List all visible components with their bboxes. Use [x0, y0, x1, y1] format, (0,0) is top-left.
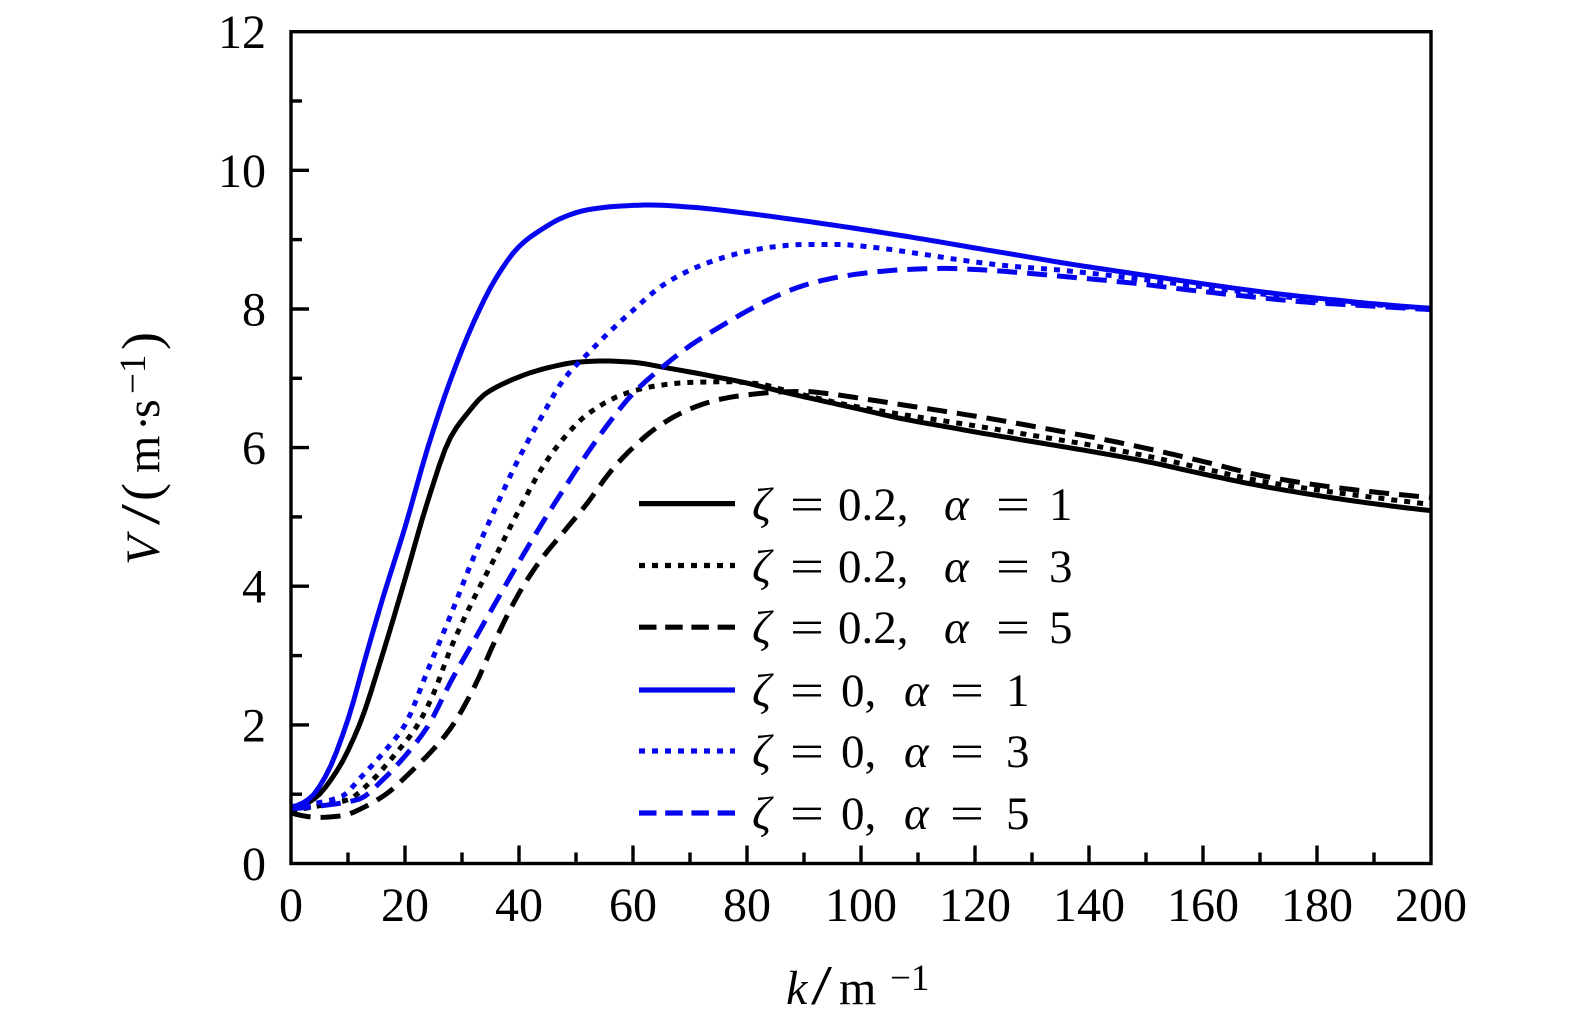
svg-text:80: 80 [723, 879, 771, 932]
svg-text:120: 120 [939, 879, 1011, 932]
svg-text:k/m−1: k/m −1 [786, 955, 929, 1017]
svg-text:100: 100 [825, 879, 897, 932]
svg-text:V/(m·s−1): V/(m·s−1) [110, 332, 172, 565]
svg-text:20: 20 [381, 879, 429, 932]
svg-text:2: 2 [242, 699, 266, 752]
svg-text:140: 140 [1053, 879, 1125, 932]
svg-text:0: 0 [279, 879, 303, 932]
svg-text:40: 40 [495, 879, 543, 932]
svg-text:12: 12 [218, 6, 266, 59]
svg-text:ζ=0.2,α=1: ζ = 0.2, α = 1 [752, 479, 1073, 531]
svg-text:ζ=0,α=1: ζ = 0, α = 1 [752, 665, 1030, 717]
svg-text:ζ=0,α=5: ζ = 0, α = 5 [752, 788, 1030, 840]
svg-text:4: 4 [242, 561, 266, 614]
svg-text:10: 10 [218, 145, 266, 198]
svg-text:160: 160 [1167, 879, 1239, 932]
svg-text:ζ=0,α=3: ζ = 0, α = 3 [752, 726, 1030, 778]
svg-text:180: 180 [1281, 879, 1353, 932]
svg-text:6: 6 [242, 422, 266, 475]
svg-text:200: 200 [1395, 879, 1467, 932]
svg-text:ζ=0.2,α=5: ζ = 0.2, α = 5 [752, 602, 1073, 654]
svg-text:0: 0 [242, 838, 266, 891]
svg-text:60: 60 [609, 879, 657, 932]
svg-text:ζ=0.2,α=3: ζ = 0.2, α = 3 [752, 541, 1073, 593]
svg-text:8: 8 [242, 284, 266, 337]
